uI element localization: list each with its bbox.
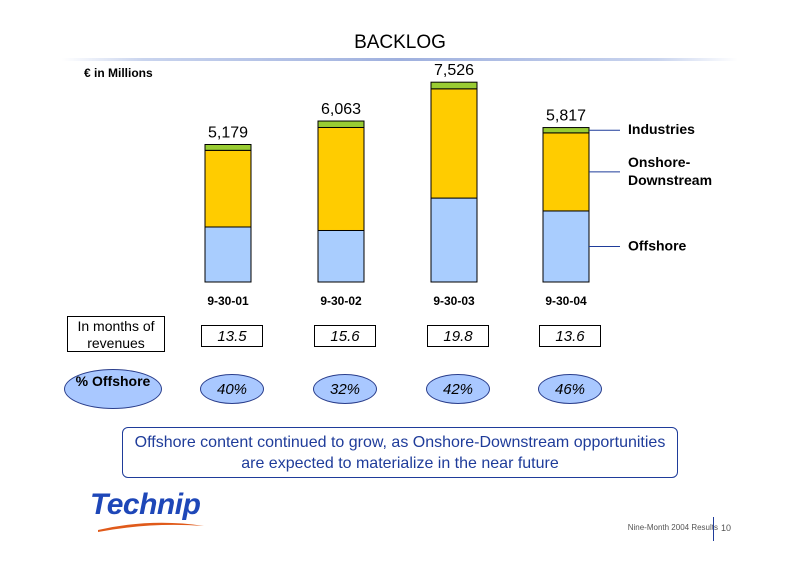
percent-offshore-label: % Offshore [64,369,162,409]
legend-label: Onshore-Downstream [628,154,712,188]
category-tick-label: 9-30-01 [207,294,249,308]
callout-box: Offshore content continued to grow, as O… [122,427,678,478]
bar-segment-offshore [430,197,478,283]
category-tick-label: 9-30-02 [320,294,362,308]
percent-offshore-value: 40% [200,374,264,404]
bar-segment-offshore [317,229,365,283]
technip-logo: Technip [90,488,201,521]
bar-total-label: 5,817 [546,108,586,125]
unit-label: € in Millions [84,66,153,80]
category-tick-label: 9-30-04 [545,294,587,308]
bar-segment-onshore-downstream [317,126,365,231]
bar-segment-industries [542,127,590,134]
percent-offshore-value: 32% [313,374,377,404]
category-tick-label: 9-30-03 [433,294,475,308]
slide-title: BACKLOG [354,32,446,53]
months-value: 13.5 [201,325,263,347]
months-value: 13.6 [539,325,601,347]
bar-segment-industries [317,120,365,128]
bar-segment-onshore-downstream [204,149,252,228]
bar-segment-offshore [542,210,590,283]
bar-segment-onshore-downstream [430,88,478,199]
bar-segment-onshore-downstream [542,132,590,212]
bar-total-label: 6,063 [321,101,361,118]
footer-divider [713,517,714,541]
logo-swoosh-icon [98,522,204,532]
bar-total-label: 7,526 [434,62,474,79]
legend-label: Offshore [628,237,687,253]
percent-offshore-value: 42% [426,374,490,404]
bar-segment-industries [204,143,252,151]
footer-text: Nine-Month 2004 Results [627,523,718,532]
bar-segment-offshore [204,226,252,283]
percent-offshore-value: 46% [538,374,602,404]
page-number: 10 [721,523,732,533]
bar-total-label: 5,179 [208,124,248,141]
bar-segment-industries [430,81,478,90]
legend-label: Industries [628,121,695,137]
months-value: 19.8 [427,325,489,347]
months-of-revenues-label: In months of revenues [67,316,165,352]
title-underline [62,58,738,61]
months-value: 15.6 [314,325,376,347]
